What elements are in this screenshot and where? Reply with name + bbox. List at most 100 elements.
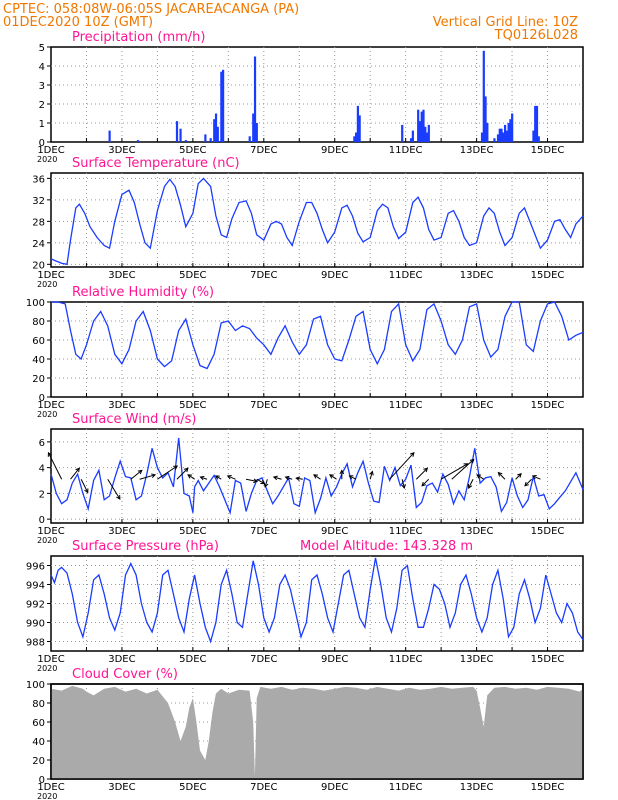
y-tick-label: 990 [26,619,45,630]
wind-arrow-head [423,467,429,473]
header-line1: CPTEC: 058:08W-06:05S JACAREACANGA (PA) [3,2,299,17]
y-tick-label: 0 [39,775,45,786]
precip-bar [214,113,218,142]
precip-bar [179,128,182,142]
panel-0: Precipitation (mm/h) 0 1 2 3 4 5 1DEC2020 3DEC 5D… [37,30,584,164]
wind-arrow-head [187,474,193,479]
x-tick-label: 15DEC [531,270,565,281]
precip-bar [427,124,430,142]
y-tick-label: 4 [39,62,45,73]
precip-bar [493,138,496,142]
y-tick-label: 60 [32,718,45,729]
panel-frame [50,46,584,143]
panel-4: Surface Pressure (hPa) 988 990 992 994 996 1DE… [26,539,584,673]
y-tick-label: 6 [39,438,45,449]
wind-arrow [285,476,293,480]
x-tick-label: 3DEC [108,782,135,793]
x-tick-label: 13DEC [460,270,494,281]
x-year-label: 2020 [37,664,57,673]
precip-bar [505,130,508,142]
y-tick-label: 5 [39,43,45,54]
x-tick-label: 15DEC [531,782,565,793]
precip-bar [417,109,420,142]
x-tick-label: 7DEC [250,400,277,411]
y-tick-label: 20 [32,756,45,767]
precip-bar [409,138,413,142]
precip-bar [486,123,489,142]
panel-title: Surface Temperature (nC) [72,156,240,171]
wind-arrow-head [84,488,89,494]
wind-arrow-head [295,476,301,481]
x-tick-label: 11DEC [389,145,423,156]
precip-bar [480,132,484,142]
y-tick-label: 2 [39,489,45,500]
panel-title: Cloud Cover (%) [72,667,178,682]
x-tick-label: 3DEC [108,526,135,537]
x-tick-label: 11DEC [389,782,423,793]
wind-arrow [176,467,189,480]
y-tick-label: 28 [32,217,45,228]
wind-arrow [256,478,265,485]
wind-arrow [421,478,430,487]
y-tick-label: 80 [32,699,45,710]
y-tick-label: 2 [39,100,45,111]
precip-bar [356,105,359,142]
precip-bar [509,119,512,142]
x-tick-label: 1DEC [37,654,64,665]
wind-arrow-head [329,474,334,479]
x-tick-label: 13DEC [460,654,494,665]
wind-arrow-head [183,467,189,473]
wind-arrow-head [401,484,406,490]
precip-bar [420,111,423,142]
x-tick-label: 11DEC [389,400,423,411]
wind-arrow-head [226,475,232,480]
x-tick-label: 7DEC [250,145,277,156]
precip-bar [358,115,361,142]
x-tick-label: 5DEC [179,654,206,665]
wind-arrow-head [253,478,259,484]
panel-title: Relative Humidity (%) [72,285,214,300]
panel-1: Surface Temperature (nC)20242832361DEC20… [32,156,584,289]
x-year-label: 2020 [37,410,57,419]
wind-arrow-head [468,484,473,489]
x-year-label: 2020 [37,280,57,289]
x-tick-label: 3DEC [108,654,135,665]
y-tick-label: 60 [32,336,45,347]
wind-arrow [47,452,63,480]
x-tick-label: 3DEC [108,145,135,156]
wind-arrow [273,476,282,480]
precip-bar [500,128,503,142]
x-tick-label: 7DEC [250,526,277,537]
precip-bar [209,138,212,142]
wind-arrow-head [421,481,427,487]
y-tick-label: 0 [39,138,45,149]
y-tick-label: 988 [26,638,45,649]
precip-bar [496,134,500,142]
series-line [50,437,584,516]
precip-bar [204,134,207,142]
x-tick-label: 11DEC [389,270,423,281]
precip-bar [136,140,140,142]
precip-bar [222,69,225,142]
x-tick-label: 9DEC [321,654,348,665]
wind-arrow-head [47,451,53,457]
wind-arrow-head [339,469,345,475]
precip-bar [108,130,111,142]
precip-bar [498,128,501,142]
x-tick-label: 7DEC [250,782,277,793]
precip-bar [355,132,358,142]
precip-bar [422,109,425,142]
y-tick-label: 24 [32,239,45,250]
y-tick-label: 100 [26,298,45,309]
model-altitude-label: Model Altitude: 143.328 m [300,539,473,554]
wind-arrow [200,476,208,480]
wind-arrow [139,474,156,480]
precip-bar [253,56,257,142]
x-tick-label: 15DEC [531,145,565,156]
header-grid-info: Vertical Grid Line: 10Z [433,15,578,30]
y-tick-label: 36 [32,174,45,185]
precip-bar [175,121,179,142]
panel-2: Relative Humidity (%) 0 20 40 60 80 100 1DEC202… [26,285,584,419]
x-tick-label: 9DEC [321,526,348,537]
